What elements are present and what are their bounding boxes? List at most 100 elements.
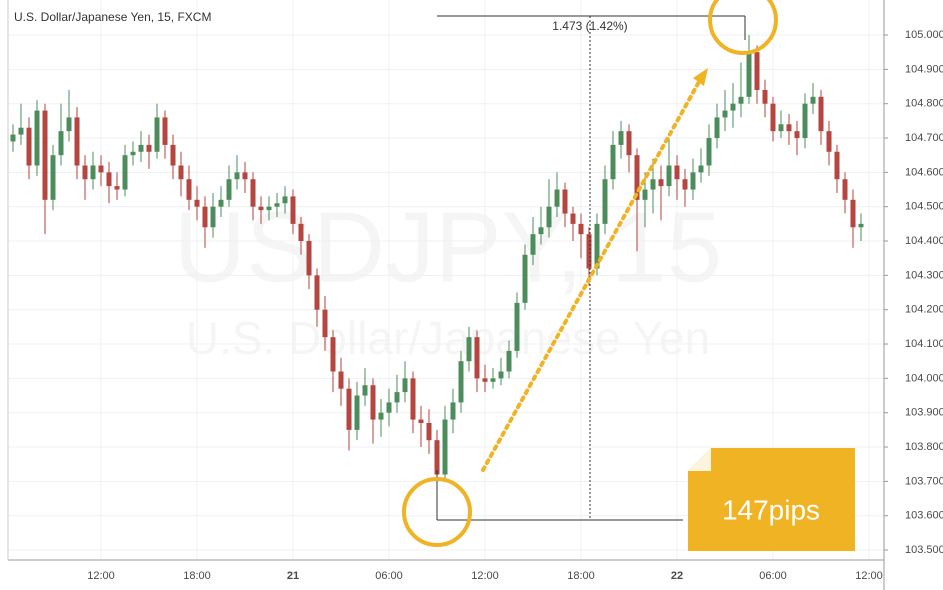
candle-body [506,350,512,372]
candle-body [370,385,376,420]
candle-body [258,206,264,211]
candle-body [26,127,32,166]
candle-body [426,423,432,441]
candle-body [674,165,680,180]
candle-body [666,165,672,187]
candle-body [378,412,384,420]
candle-body [850,199,856,228]
candle-body [138,144,144,152]
candle-body [122,155,128,190]
candle-body [314,275,320,310]
candle-body [642,189,648,200]
candle-body [290,196,296,224]
candle-body [770,103,776,132]
candle-body [66,117,72,132]
candle-body [354,395,360,430]
candle-body [826,131,832,152]
candle-body [626,131,632,156]
candle-body [162,117,168,145]
candle-body [586,234,592,269]
candle-body [602,179,608,224]
candle-body [306,241,312,276]
x-tick-label: 12:00 [87,570,115,582]
candle-body [498,371,504,379]
y-tick-label: 103.700 [905,475,943,487]
candle-body [794,131,800,139]
candle-body [858,223,864,228]
candle-body [362,385,368,396]
x-tick-label: 18:00 [567,570,595,582]
y-tick-label: 103.500 [905,544,943,556]
candle-body [170,144,176,166]
candle-body [818,96,824,132]
candle-body [594,223,600,269]
candle-body [154,117,160,152]
candle-body [490,378,496,382]
candle-body [298,223,304,242]
candle-body [730,103,736,111]
candle-body [738,96,744,104]
candle-body [522,254,528,303]
candle-body [570,213,576,224]
x-tick-label: 21 [287,570,299,582]
candle-body [778,124,784,132]
candle-body [106,172,112,187]
candle-body [34,110,40,166]
candle-body [578,223,584,235]
candle-body [234,172,240,180]
candle-body [762,89,768,104]
candle-body [194,199,200,207]
candle-body [706,138,712,166]
candle-body [10,134,16,142]
candle-body [386,402,392,413]
candle-body [442,419,448,475]
y-tick-label: 104.900 [905,63,943,75]
grid [8,0,888,560]
arrow-head [693,68,708,86]
candle-body [130,151,136,156]
y-tick-label: 104.400 [905,235,943,247]
candle-body [186,179,192,200]
candle-body [658,179,664,187]
candle-body [82,165,88,180]
y-tick-label: 104.700 [905,132,943,144]
candle-body [722,110,728,118]
candle-body [218,199,224,207]
candle-body [202,206,208,228]
x-tick-label: 12:00 [471,570,499,582]
candle-body [434,440,440,475]
candle-body [402,378,408,393]
candle-body [114,186,120,190]
x-tick-label: 06:00 [375,570,403,582]
y-tick-label: 104.100 [905,338,943,350]
candle-body [514,302,520,351]
candle-body [226,179,232,200]
candle-body [714,117,720,139]
y-tick-label: 103.600 [905,510,943,522]
candle-body [754,52,760,90]
candle-body [810,96,816,104]
candle-body [450,402,456,420]
x-tick-label: 06:00 [759,570,787,582]
candle-body [394,392,400,403]
callout-fold [688,448,711,471]
candle-body [18,127,24,135]
y-tick-label: 104.200 [905,304,943,316]
candle-body [682,179,688,190]
y-tick-label: 105.000 [905,29,943,41]
candle-body [634,155,640,200]
candle-body [50,155,56,200]
candle-body [474,337,480,379]
y-tick-label: 104.600 [905,166,943,178]
candle-body [690,172,696,190]
candle-body [274,203,280,207]
candle-body [242,172,248,180]
candle-body [338,371,344,389]
candle-body [618,131,624,145]
candle-body [98,165,104,173]
y-tick-label: 104.300 [905,269,943,281]
trend-arrow [481,78,702,472]
candles [10,35,864,485]
y-tick-label: 103.900 [905,407,943,419]
candle-body [802,103,808,139]
